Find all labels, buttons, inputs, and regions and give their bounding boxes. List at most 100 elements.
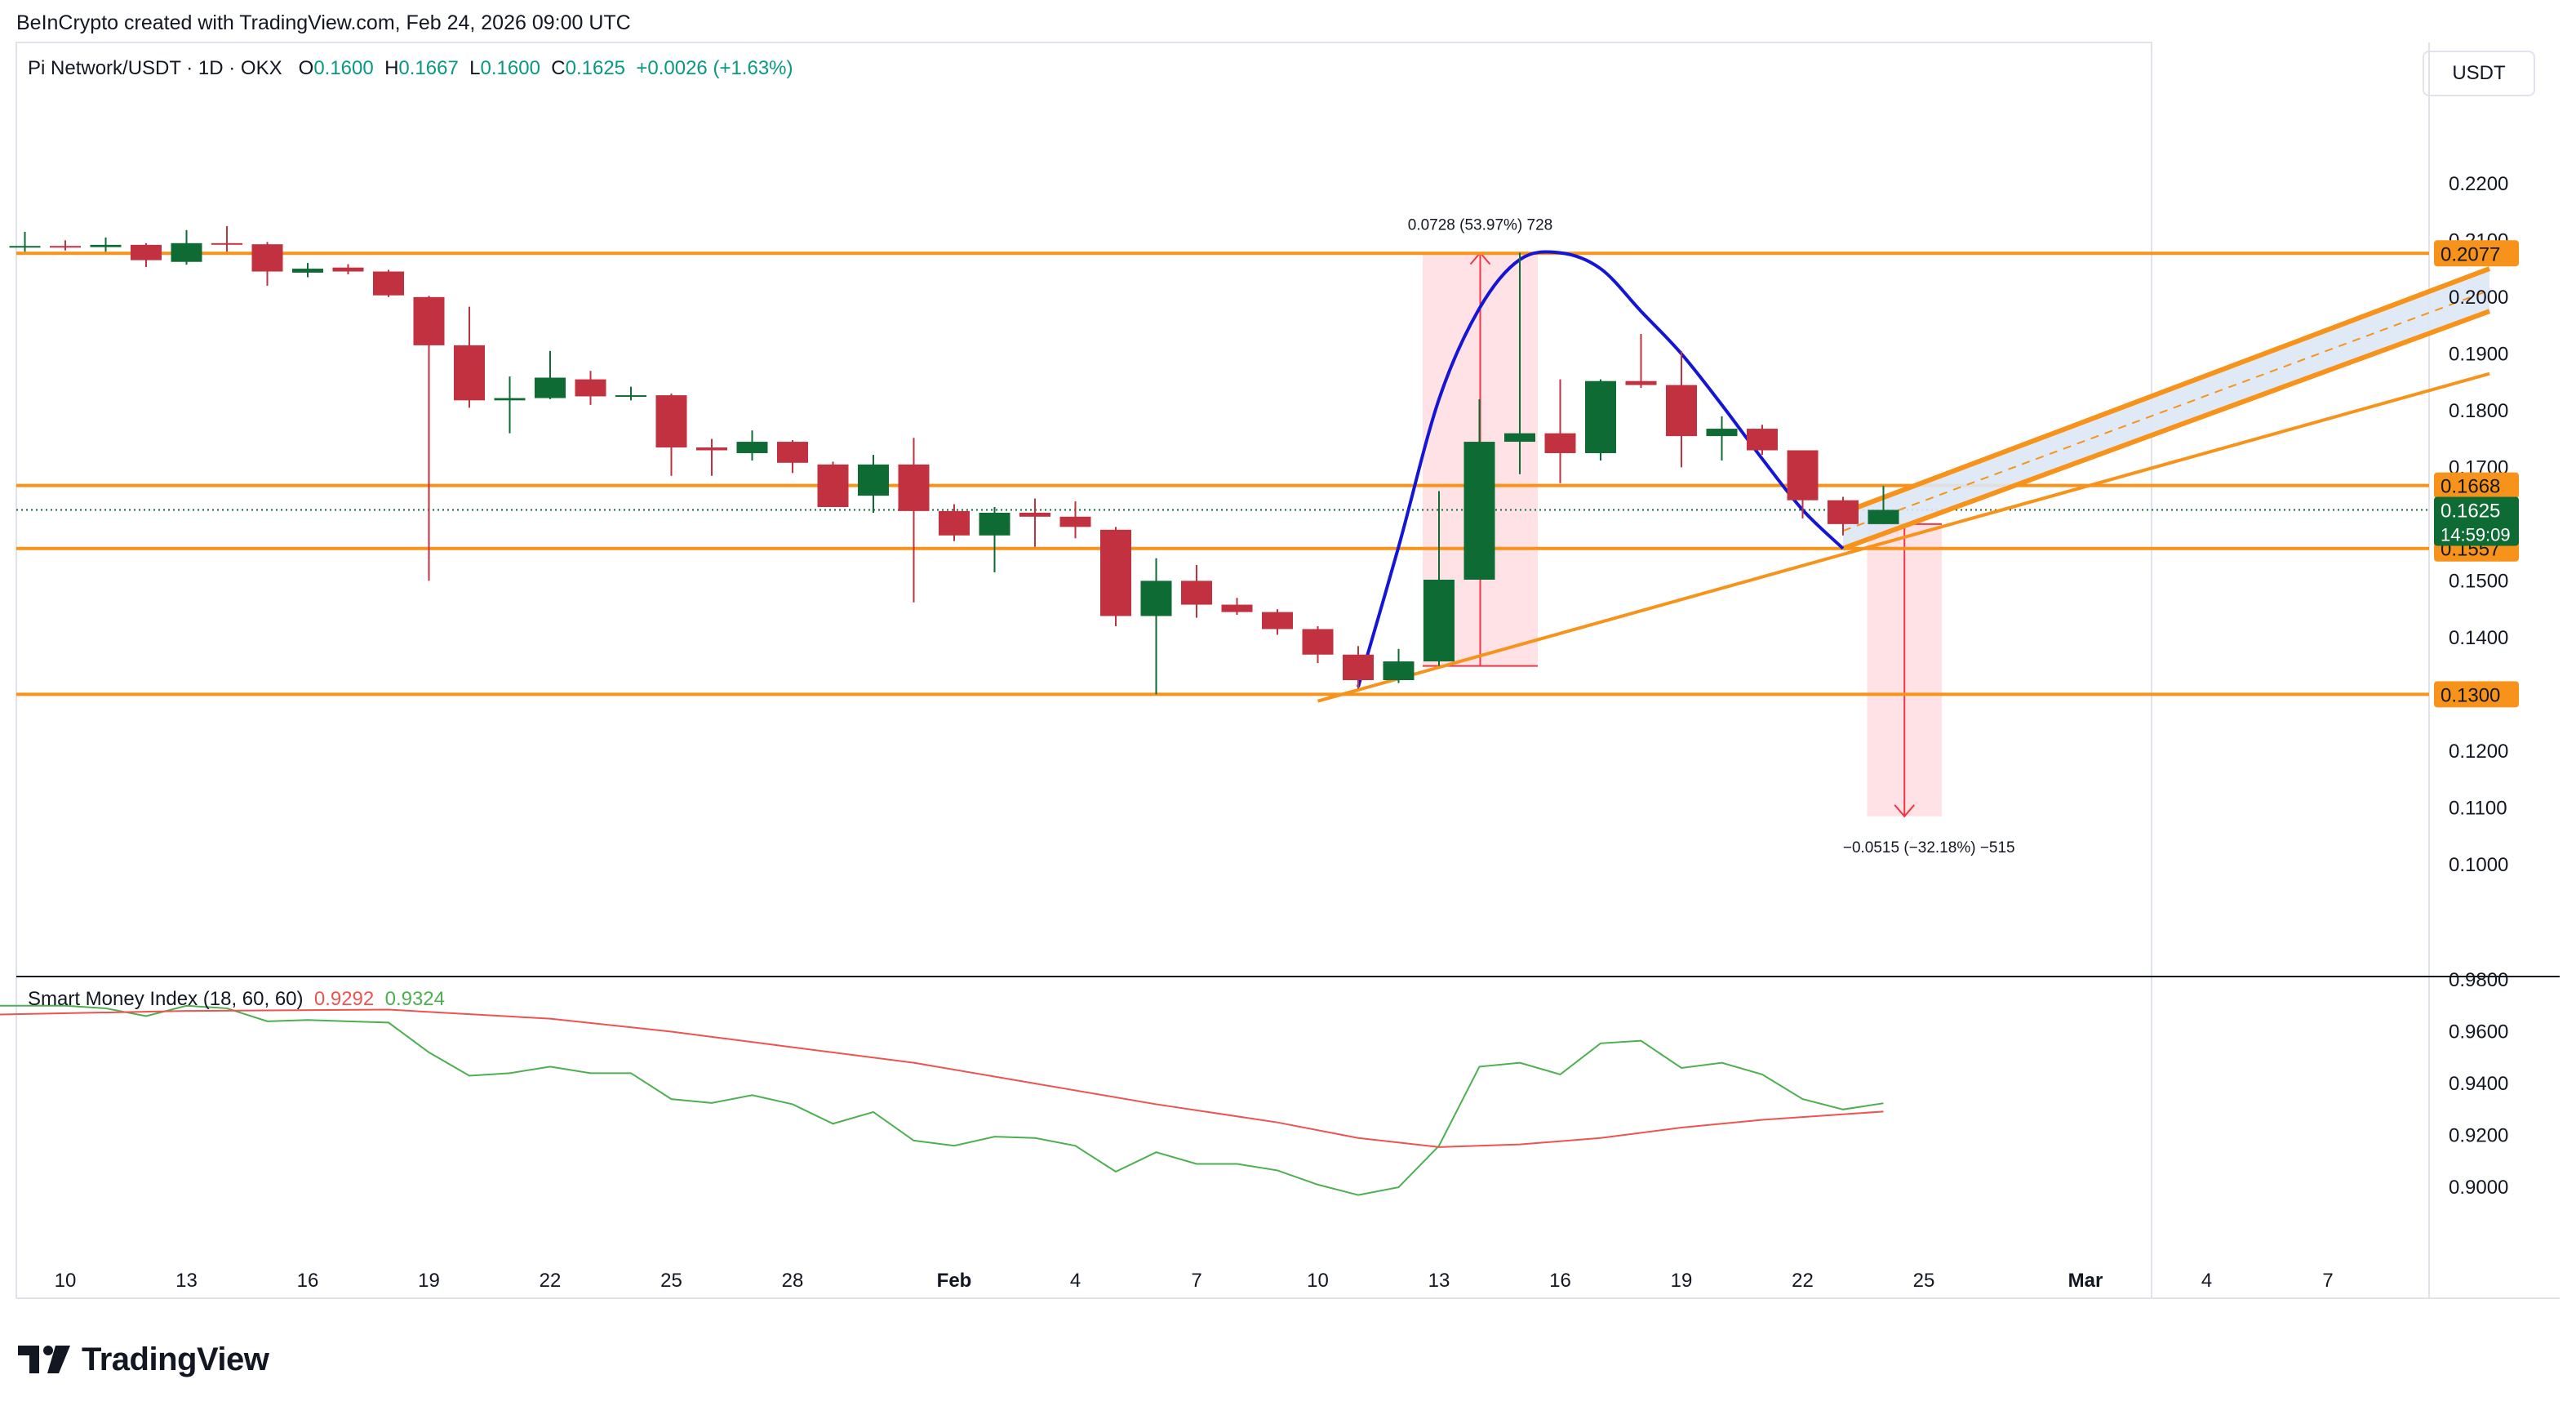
candle-body[interactable] bbox=[373, 271, 404, 296]
candle-body[interactable] bbox=[1343, 654, 1374, 681]
projection-layer: 0.0728 (53.97%) 728 −0.0515 (−32.18%) −51… bbox=[1408, 217, 2015, 857]
candle-body[interactable] bbox=[1019, 512, 1050, 517]
time-axis-tick: Mar bbox=[2068, 1270, 2103, 1292]
candle-body[interactable] bbox=[131, 244, 162, 260]
tradingview-logo[interactable]: TradingView bbox=[18, 1339, 269, 1380]
level-tag bbox=[2434, 472, 2519, 499]
symbol-name: Pi Network/USDT · 1D · OKX bbox=[28, 57, 282, 79]
candle-body[interactable] bbox=[1706, 429, 1738, 437]
time-axis-tick: 4 bbox=[2201, 1270, 2212, 1292]
tradingview-logo-icon bbox=[18, 1346, 70, 1373]
current-price-tag-countdown: 14:59:09 bbox=[2441, 524, 2511, 545]
price-axis-tick: 0.2000 bbox=[2449, 287, 2508, 309]
measure-up-label: 0.0728 (53.97%) 728 bbox=[1408, 217, 1552, 234]
candle-body[interactable] bbox=[494, 398, 526, 401]
close-label: C bbox=[551, 57, 566, 79]
level-tag-label: 0.2077 bbox=[2441, 243, 2500, 265]
channel-lower-trendline[interactable] bbox=[1841, 309, 2491, 551]
candle-body[interactable] bbox=[1787, 450, 1819, 501]
tradingview-logo-text: TradingView bbox=[82, 1341, 269, 1377]
price-axis-tick: 0.1000 bbox=[2449, 854, 2508, 876]
channel-mid-trendline[interactable] bbox=[1842, 289, 2490, 532]
candle-body[interactable] bbox=[1585, 380, 1616, 453]
smi-axis-tick: 0.9600 bbox=[2449, 1021, 2508, 1043]
rounded-top-arc[interactable] bbox=[1357, 250, 1845, 687]
candle-body[interactable] bbox=[979, 512, 1010, 536]
candle-body[interactable] bbox=[535, 377, 566, 398]
price-axis-tick: 0.2200 bbox=[2449, 173, 2508, 195]
candles-layer bbox=[9, 225, 1899, 695]
candle-body[interactable] bbox=[1181, 581, 1212, 605]
candle-body[interactable] bbox=[1302, 629, 1334, 655]
time-axis-tick: 22 bbox=[540, 1270, 562, 1292]
candle-body[interactable] bbox=[1868, 509, 1899, 524]
candle-body[interactable] bbox=[1100, 529, 1131, 616]
chart-credit: BeInCrypto created with TradingView.com,… bbox=[16, 11, 631, 34]
smi-series-line[interactable] bbox=[0, 1004, 1884, 1196]
candle-body[interactable] bbox=[1666, 385, 1697, 437]
candle-body[interactable] bbox=[50, 246, 81, 248]
indicator-legend[interactable]: Smart Money Index (18, 60, 60) 0.9292 0.… bbox=[28, 988, 445, 1011]
candle-body[interactable] bbox=[939, 510, 970, 536]
smi-series-line[interactable] bbox=[0, 1008, 1884, 1148]
candle-body[interactable] bbox=[332, 267, 364, 272]
candle-body[interactable] bbox=[251, 244, 283, 272]
price-axis-tick: 0.1900 bbox=[2449, 343, 2508, 365]
open-value: 0.1600 bbox=[313, 57, 374, 79]
currency-unit-button[interactable]: USDT bbox=[2423, 51, 2535, 96]
close-value: 0.1625 bbox=[565, 57, 626, 79]
rising-support-trendline[interactable] bbox=[1317, 372, 2490, 703]
candle-body[interactable] bbox=[90, 244, 122, 247]
candle-body[interactable] bbox=[1059, 516, 1091, 527]
price-axis-tick: 0.1200 bbox=[2449, 741, 2508, 763]
candle-body[interactable] bbox=[454, 345, 485, 401]
indicator-name: Smart Money Index (18, 60, 60) bbox=[28, 988, 304, 1010]
smi-axis-tick: 0.9800 bbox=[2449, 969, 2508, 991]
time-axis-tick: 16 bbox=[1549, 1270, 1571, 1292]
candle-body[interactable] bbox=[1383, 661, 1415, 681]
candle-body[interactable] bbox=[575, 379, 606, 397]
candle-body[interactable] bbox=[1423, 579, 1455, 662]
candle-body[interactable] bbox=[898, 464, 930, 511]
change-value: +0.0026 (+1.63%) bbox=[636, 57, 793, 79]
candle-body[interactable] bbox=[413, 296, 445, 345]
time-axis-tick: 28 bbox=[782, 1270, 804, 1292]
candle-body[interactable] bbox=[1262, 612, 1293, 630]
candle-body[interactable] bbox=[858, 464, 889, 496]
smi-axis-tick: 0.9200 bbox=[2449, 1125, 2508, 1147]
candle-body[interactable] bbox=[1140, 581, 1172, 616]
time-axis-tick: 25 bbox=[1913, 1270, 1935, 1292]
level-tag-label: 0.1300 bbox=[2441, 684, 2500, 706]
candle-body[interactable] bbox=[1544, 433, 1576, 453]
indicator-value-smi: 0.9324 bbox=[384, 988, 445, 1010]
candle-body[interactable] bbox=[1221, 604, 1253, 612]
candle-body[interactable] bbox=[9, 246, 41, 248]
channel-upper-trendline[interactable] bbox=[1841, 266, 2491, 515]
time-axis-tick: 7 bbox=[2322, 1270, 2333, 1292]
candle-body[interactable] bbox=[817, 464, 849, 508]
symbol-legend[interactable]: Pi Network/USDT · 1D · OKX O0.1600 H0.16… bbox=[28, 57, 793, 80]
time-axis-tick: Feb bbox=[937, 1270, 972, 1292]
candle-body[interactable] bbox=[1747, 429, 1778, 451]
time-axis-tick: 13 bbox=[175, 1270, 198, 1292]
candle-body[interactable] bbox=[171, 242, 202, 262]
high-label: H bbox=[384, 57, 399, 79]
time-axis-tick: 13 bbox=[1428, 1270, 1450, 1292]
candle-body[interactable] bbox=[777, 442, 808, 463]
candle-body[interactable] bbox=[1625, 380, 1657, 385]
candle-body[interactable] bbox=[736, 442, 768, 453]
time-axis-tick: 22 bbox=[1792, 1270, 1814, 1292]
high-value: 0.1667 bbox=[398, 57, 459, 79]
candle-body[interactable] bbox=[292, 269, 323, 273]
candle-body[interactable] bbox=[696, 447, 727, 451]
candle-body[interactable] bbox=[1463, 442, 1495, 580]
smi-axis-tick: 0.9400 bbox=[2449, 1073, 2508, 1095]
level-tag-label: 0.1668 bbox=[2441, 476, 2500, 498]
candle-body[interactable] bbox=[211, 242, 242, 245]
candle-body[interactable] bbox=[615, 395, 646, 398]
time-axis-tick: 19 bbox=[418, 1270, 440, 1292]
candle-body[interactable] bbox=[1828, 500, 1859, 524]
candle-body[interactable] bbox=[1504, 433, 1535, 443]
candle-body[interactable] bbox=[655, 395, 687, 448]
